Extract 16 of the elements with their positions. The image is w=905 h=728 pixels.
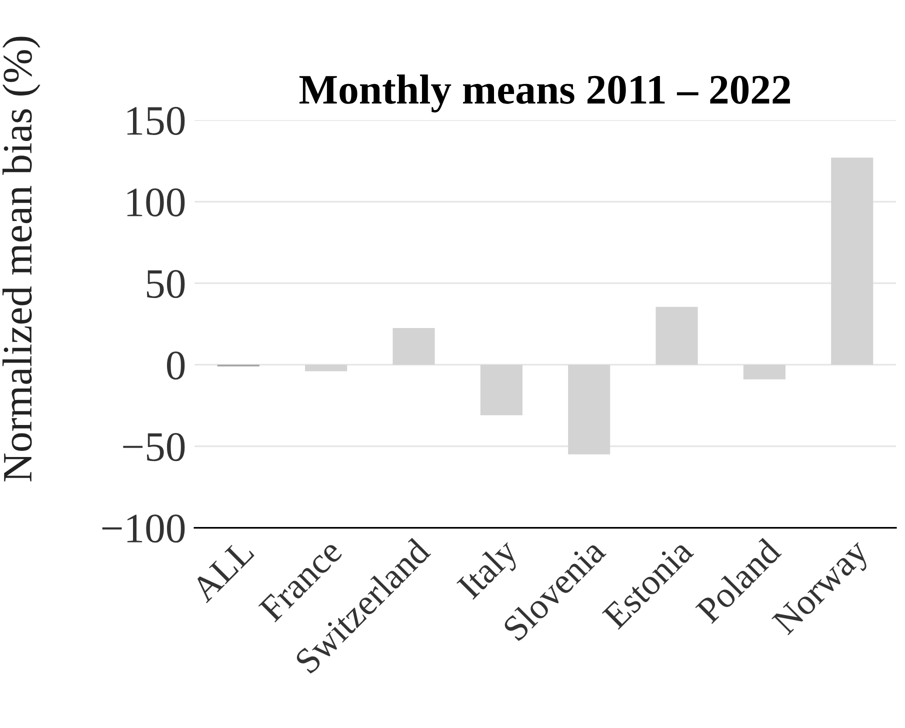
y-axis-title: Normalized mean bias (%) — [2, 36, 40, 482]
bar — [656, 306, 698, 365]
bar — [831, 158, 874, 365]
y-tick-label: 0 — [166, 351, 185, 380]
y-tick-label: 150 — [127, 106, 185, 135]
chart-title: Monthly means 2011 – 2022 — [299, 74, 790, 112]
bar — [568, 364, 610, 454]
y-tick-label: 100 — [127, 188, 185, 217]
bar — [392, 328, 435, 365]
y-tick-label: −100 — [102, 514, 185, 543]
bar — [743, 364, 786, 380]
y-tick-label: 50 — [146, 270, 185, 298]
y-tick-label: −50 — [123, 433, 185, 462]
x-tick-label: ALL — [190, 538, 255, 604]
bar — [305, 364, 348, 372]
bar — [480, 364, 522, 416]
